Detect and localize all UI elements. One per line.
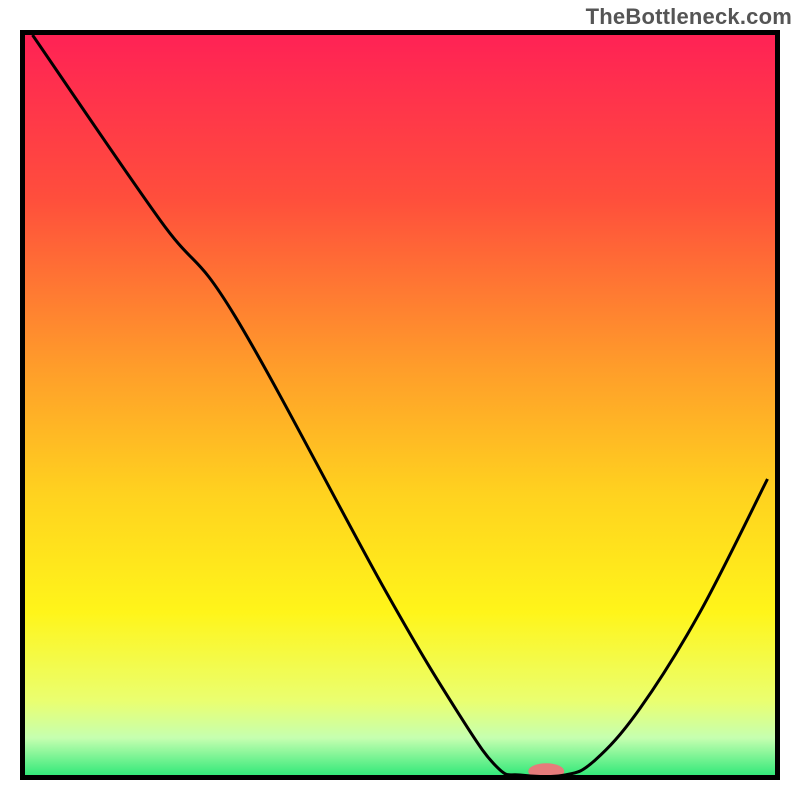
plot-background xyxy=(25,35,775,775)
chart-container: TheBottleneck.com xyxy=(0,0,800,800)
bottleneck-chart xyxy=(0,0,800,800)
watermark-text: TheBottleneck.com xyxy=(586,4,792,30)
